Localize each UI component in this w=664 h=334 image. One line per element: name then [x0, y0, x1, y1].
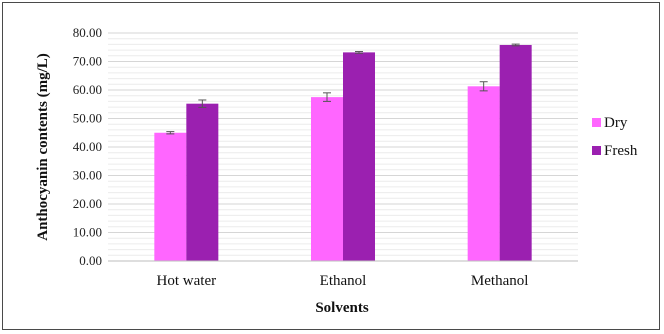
y-tick-label: 20.00 — [73, 196, 102, 211]
error-bar — [198, 99, 207, 108]
y-tick-label: 0.00 — [79, 253, 102, 268]
y-axis-title: Anthocyanin contents (mg/L) — [35, 53, 51, 241]
bar-dry-hot-water — [154, 132, 187, 261]
y-tick-label: 80.00 — [73, 25, 102, 40]
error-bar — [511, 43, 520, 47]
y-axis-ticks: 0.00 10.00 20.00 30.00 40.00 50.00 60.00 70.00 8… — [73, 25, 102, 268]
legend-swatch-dry — [592, 118, 601, 127]
x-axis-title: Solvents — [315, 300, 369, 316]
y-tick-label: 40.00 — [73, 139, 102, 154]
y-tick-label: 10.00 — [73, 225, 102, 240]
bars — [108, 44, 578, 262]
y-tick-label: 50.00 — [73, 111, 102, 126]
x-axis-categories: Hot water Ethanol Methanol — [157, 273, 529, 289]
y-tick-label: 30.00 — [73, 168, 102, 183]
bar-fresh-methanol — [499, 44, 532, 261]
bar-dry-ethanol — [311, 97, 343, 261]
x-category-label: Ethanol — [320, 273, 367, 289]
legend-label-dry: Dry — [604, 115, 628, 131]
bar-fresh-ethanol — [343, 52, 375, 261]
bar-fresh-hot-water — [186, 103, 219, 262]
bar-dry-methanol — [467, 86, 500, 261]
error-bar — [323, 92, 331, 102]
x-category-label: Hot water — [157, 273, 217, 289]
error-bar — [479, 81, 488, 92]
legend: Dry Fresh — [592, 115, 638, 159]
error-bar — [166, 131, 175, 135]
y-tick-label: 60.00 — [73, 82, 102, 97]
x-category-label: Methanol — [471, 273, 529, 289]
legend-swatch-fresh — [592, 146, 601, 155]
error-bar — [355, 51, 363, 54]
y-tick-label: 70.00 — [73, 54, 102, 69]
error-bars — [166, 43, 520, 135]
legend-label-fresh: Fresh — [604, 143, 638, 159]
